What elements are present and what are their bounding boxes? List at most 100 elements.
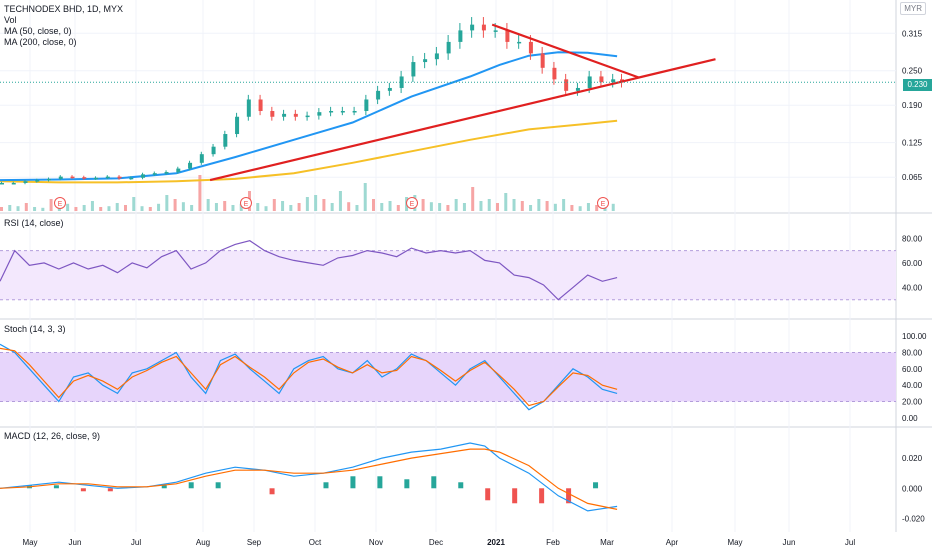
volume-bar <box>297 203 301 211</box>
volume-bar <box>173 199 177 211</box>
macd-histogram-bar <box>107 488 113 492</box>
volume-bar <box>372 199 375 211</box>
candle-body <box>423 59 428 63</box>
volume-bar <box>115 203 119 211</box>
macd-histogram-bar <box>53 485 59 489</box>
volume-bar <box>504 193 508 211</box>
volume-bar <box>388 201 392 211</box>
volume-bar <box>82 205 86 211</box>
price-tick-label: 0.125 <box>902 139 923 148</box>
volume-bar <box>363 183 367 211</box>
stoch-d-line <box>0 347 618 407</box>
candle-body <box>399 76 404 88</box>
candle-body <box>58 176 63 179</box>
indicator-tick-label: 60.00 <box>902 365 923 374</box>
volume-bar <box>520 201 524 211</box>
volume-bar <box>347 202 351 211</box>
indicator-tick-label: 80.00 <box>902 348 923 357</box>
study-ma200[interactable]: MA (200, close, 0) <box>4 37 77 47</box>
ma200-line <box>0 119 618 184</box>
candle-body <box>188 162 193 169</box>
candle-body <box>587 76 592 88</box>
candle-body <box>528 41 533 54</box>
volume-bar <box>562 199 566 211</box>
study-vol[interactable]: Vol <box>4 15 17 25</box>
volume-bar <box>223 201 227 211</box>
ma50-line <box>0 51 618 182</box>
candle-body <box>11 182 16 185</box>
macd-histogram-bar <box>377 476 383 489</box>
month-tick-label: Jun <box>783 538 796 547</box>
earnings-marker <box>54 197 66 209</box>
volume-bar <box>438 203 442 211</box>
indicator-tick-label: 40.00 <box>902 381 923 390</box>
candle-body <box>117 176 122 179</box>
candle-body <box>364 99 369 111</box>
currency-badge[interactable]: MYR <box>900 2 926 15</box>
volume-bar <box>553 203 557 211</box>
stoch-panel <box>0 343 896 411</box>
price-tick-label: 0.250 <box>902 67 923 76</box>
rsi-title[interactable]: RSI (14, close) <box>4 218 64 228</box>
volume-bar <box>124 205 127 211</box>
volume-bar <box>33 207 37 211</box>
candle-body <box>493 30 498 32</box>
candle-body <box>23 181 28 183</box>
signal-line <box>0 448 618 510</box>
candle-body <box>540 53 545 68</box>
earnings-marker-label: E <box>244 201 249 208</box>
macd-histogram-bar <box>323 482 329 489</box>
candle-body <box>505 30 510 42</box>
volume-bar <box>446 205 450 211</box>
macd-title[interactable]: MACD (12, 26, close, 9) <box>4 431 101 441</box>
price-tick-label: 0.190 <box>902 101 923 110</box>
volume-bar <box>421 199 425 211</box>
indicator-tick-label: 100.00 <box>902 332 927 341</box>
volume-bar <box>206 199 210 211</box>
macd-histogram-bar <box>80 488 86 492</box>
volume-bar <box>264 206 268 211</box>
candle-body <box>481 24 486 31</box>
volume-bar <box>595 205 599 211</box>
candle-body <box>0 182 4 185</box>
month-tick-label: Mar <box>600 538 614 547</box>
volume-bar <box>479 201 483 211</box>
volume-bar <box>586 203 590 211</box>
volume-bar <box>396 205 400 211</box>
macd-histogram-bar <box>539 488 545 504</box>
month-tick-label: May <box>22 538 37 547</box>
candle-body <box>340 111 345 113</box>
candle-body <box>387 87 392 91</box>
study-ma50[interactable]: MA (50, close, 0) <box>4 26 72 36</box>
macd-histogram-bar <box>512 488 518 504</box>
volume-bar <box>49 199 53 211</box>
month-tick-label: Feb <box>546 538 560 547</box>
month-tick-label: Apr <box>666 538 679 547</box>
volume-bar <box>214 203 218 211</box>
volume-bar <box>355 205 359 211</box>
earnings-marker <box>406 197 418 209</box>
candle-body <box>176 168 181 173</box>
volume-bar <box>66 203 70 211</box>
indicator-tick-label: 20.00 <box>902 398 923 407</box>
candle-body <box>35 180 40 182</box>
stoch-title[interactable]: Stoch (14, 3, 3) <box>4 324 66 334</box>
trendline <box>491 23 640 79</box>
volume-bar <box>570 205 574 211</box>
macd-histogram-bar <box>269 488 275 495</box>
candle-body <box>141 174 146 178</box>
month-tick-label: Jun <box>69 538 82 547</box>
candle-body <box>611 79 616 83</box>
indicator-band <box>0 352 896 402</box>
earnings-marker-label: E <box>601 201 606 208</box>
volume-bar <box>305 197 309 211</box>
volume-bar <box>462 203 466 211</box>
macd-histogram-bar <box>350 476 356 489</box>
candle-body <box>82 177 87 179</box>
month-tick-label: Dec <box>429 538 443 547</box>
candle-body <box>223 134 228 147</box>
volume-bar <box>0 207 3 211</box>
volume-bar <box>132 197 136 211</box>
